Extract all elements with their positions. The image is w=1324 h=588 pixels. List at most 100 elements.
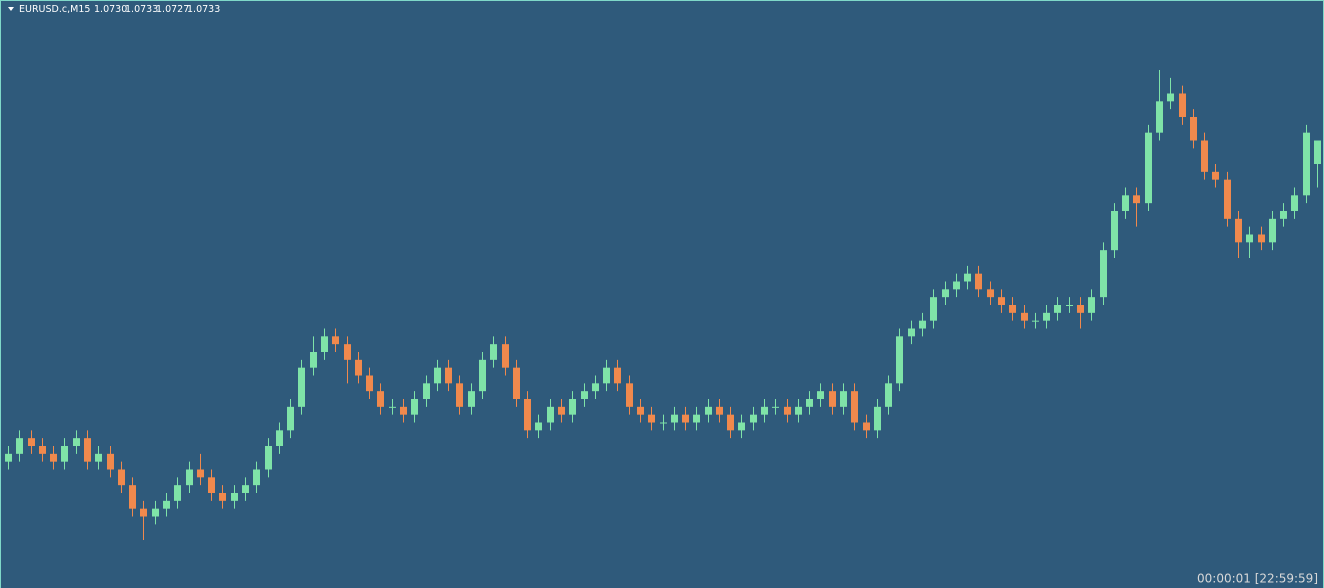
candle-body <box>1201 140 1208 172</box>
candle-body <box>332 336 339 345</box>
candle-body <box>1224 179 1231 219</box>
candle-body <box>750 414 757 423</box>
candle-body <box>502 344 509 368</box>
candle-body <box>817 391 824 399</box>
candle-body <box>547 406 554 423</box>
candle-body <box>1235 218 1242 243</box>
candle-body <box>863 422 870 431</box>
candle-body <box>468 391 475 407</box>
candle-body <box>806 399 813 407</box>
candle-body <box>434 367 441 384</box>
candle-body <box>569 399 576 415</box>
candle-body <box>1291 195 1298 211</box>
quote-high: 1.0733 <box>125 4 158 15</box>
candle-body <box>558 406 565 415</box>
candle-body <box>366 375 373 392</box>
candle-body <box>1066 305 1073 306</box>
candle-body <box>614 367 621 384</box>
candle-body <box>265 446 272 470</box>
candle-body <box>795 406 802 415</box>
candle-body <box>287 406 294 431</box>
candle-body <box>1021 312 1028 321</box>
symbol: EURUSD.c,M15 <box>19 4 90 15</box>
candle-body <box>885 383 892 407</box>
candle-body <box>5 453 12 462</box>
candle-body <box>693 414 700 423</box>
candle-body <box>1167 93 1174 102</box>
candle-body <box>671 414 678 423</box>
candle-body <box>987 289 994 298</box>
candle-body <box>1043 312 1050 321</box>
candle-body <box>660 422 667 424</box>
candle-body <box>490 344 497 360</box>
candle-body <box>1280 211 1287 219</box>
candle-body <box>1077 305 1084 313</box>
candle-body <box>16 438 23 454</box>
candle-body <box>456 383 463 407</box>
candle-body <box>28 438 35 446</box>
candle-body <box>208 477 215 493</box>
candle-body <box>919 320 926 329</box>
candle-body <box>310 352 317 368</box>
candle-body <box>840 391 847 407</box>
quote-low: 1.0727 <box>156 4 189 15</box>
candle-body <box>1133 195 1140 204</box>
candle-body <box>1212 171 1219 180</box>
candle-body <box>39 446 46 454</box>
candle-body <box>930 297 937 321</box>
candle-body <box>400 406 407 415</box>
candle-body <box>964 273 971 282</box>
candle-body <box>140 508 147 517</box>
candle-body <box>411 399 418 415</box>
candle-body <box>95 453 102 462</box>
symbol-dropdown[interactable] <box>8 7 14 11</box>
candle-body <box>1054 305 1061 313</box>
candle-body <box>118 469 125 486</box>
candle-body <box>682 414 689 423</box>
candle-body <box>1179 93 1186 117</box>
candle-body <box>276 430 283 446</box>
candle-body <box>592 383 599 392</box>
candle-body <box>50 453 57 462</box>
candle-body <box>603 367 610 384</box>
candle-body <box>377 391 384 407</box>
candle-body <box>163 500 170 509</box>
candle-body <box>152 508 159 517</box>
candle-body <box>355 359 362 376</box>
candle-body <box>626 383 633 407</box>
candle-body <box>1190 117 1197 141</box>
candle-body <box>129 485 136 509</box>
candle-body <box>186 469 193 486</box>
candle-body <box>219 493 226 501</box>
candle-body <box>874 406 881 431</box>
candle-body <box>1122 195 1129 211</box>
bar-timer: 00:00:01 [22:59:59] <box>1197 572 1318 586</box>
candle-body <box>1100 250 1107 298</box>
candle-body <box>581 391 588 399</box>
candle-body <box>953 281 960 290</box>
candle-body <box>908 328 915 337</box>
candle-body <box>1156 101 1163 133</box>
candle-body <box>479 359 486 392</box>
candle-body <box>174 485 181 501</box>
candle-body <box>784 406 791 415</box>
candle-body <box>829 391 836 407</box>
candle-body <box>231 493 238 501</box>
candle-body <box>1269 218 1276 243</box>
candle-body <box>896 336 903 384</box>
quote-close: 1.0733 <box>187 4 220 15</box>
candle-body <box>851 391 858 423</box>
candle-body <box>1314 140 1321 164</box>
candle-body <box>648 414 655 423</box>
quote-open: 1.0730 <box>94 4 127 15</box>
candle-body <box>998 297 1005 305</box>
candle-body <box>513 367 520 399</box>
candle-body <box>705 406 712 415</box>
candle-body <box>772 406 779 408</box>
candle-body <box>942 289 949 298</box>
candle-body <box>716 406 723 415</box>
candle-body <box>1009 305 1016 313</box>
candle-body <box>1258 234 1265 243</box>
candle-body <box>535 422 542 431</box>
